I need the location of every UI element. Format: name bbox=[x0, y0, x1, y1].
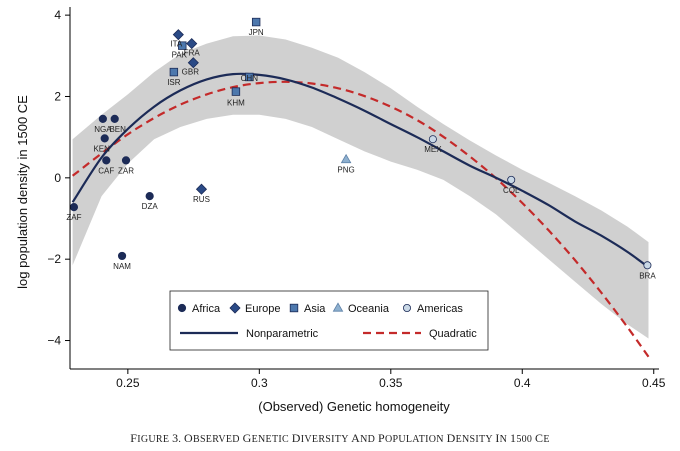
point-label-zar: ZAR bbox=[118, 166, 134, 175]
point-label-ben: BEN bbox=[109, 125, 126, 134]
point-jpn bbox=[251, 17, 261, 27]
point-label-chn: CHN bbox=[241, 74, 259, 83]
point-label-fra: FRA bbox=[184, 49, 201, 58]
point-gbr bbox=[187, 57, 199, 69]
point-label-ken: KEN bbox=[93, 144, 110, 153]
point-dza bbox=[145, 192, 154, 201]
point-label-col: COL bbox=[503, 186, 520, 195]
axes-group: 4 2 0 −2 −4 0.25 0.3 0.35 0.4 0.45 bbox=[47, 7, 666, 390]
point-pak bbox=[178, 41, 187, 50]
point-label-nam: NAM bbox=[113, 262, 131, 271]
point-ken bbox=[100, 134, 109, 143]
point-nam bbox=[117, 251, 127, 261]
x-tick-label: 0.35 bbox=[379, 376, 403, 390]
y-tick-label: 2 bbox=[54, 89, 61, 103]
legend-label-africa: Africa bbox=[192, 303, 221, 315]
point-nga bbox=[98, 114, 107, 123]
y-axis-title: log population density in 1500 CE bbox=[15, 95, 30, 289]
legend-label-quadratic: Quadratic bbox=[429, 328, 477, 340]
x-tick-label: 0.3 bbox=[251, 376, 268, 390]
caption-figure-number: FIGURE 3. bbox=[130, 431, 182, 445]
nonparametric-fit-line bbox=[71, 72, 650, 269]
x-axis-title: (Observed) Genetic homogeneity bbox=[258, 399, 450, 414]
point-label-jpn: JPN bbox=[249, 28, 264, 37]
y-tick-label: 0 bbox=[54, 171, 61, 185]
legend-label-europe: Europe bbox=[245, 303, 280, 315]
points-group bbox=[69, 17, 652, 270]
confidence-band-group bbox=[72, 35, 649, 339]
legend-marker-asia bbox=[289, 303, 299, 313]
point-label-isr: ISR bbox=[167, 78, 181, 87]
x-tick-label: 0.45 bbox=[642, 376, 666, 390]
point-col bbox=[507, 175, 516, 184]
figure-caption: FIGURE 3. OBSERVED GENETIC DIVERSITY AND… bbox=[0, 431, 680, 446]
caption-title: OBSERVED GENETIC DIVERSITY AND POPULATIO… bbox=[184, 431, 550, 445]
legend-box bbox=[169, 290, 489, 351]
x-tick-label: 0.25 bbox=[116, 376, 140, 390]
point-zaf bbox=[69, 203, 79, 212]
point-zar bbox=[121, 156, 131, 165]
legend-marker-africa bbox=[177, 303, 187, 313]
point-label-pak: PAK bbox=[172, 51, 188, 60]
confidence-band bbox=[72, 35, 649, 339]
legend-label-oceania: Oceania bbox=[348, 303, 390, 315]
y-tick-label: −2 bbox=[47, 252, 61, 266]
legend-label-nonparametric: Nonparametric bbox=[246, 328, 319, 340]
point-png bbox=[340, 153, 352, 164]
legend-marker-americas bbox=[402, 303, 411, 312]
point-label-khm: KHM bbox=[227, 99, 245, 108]
point-bra bbox=[643, 261, 652, 270]
fit-lines-group bbox=[71, 72, 650, 358]
point-label-caf: CAF bbox=[98, 166, 114, 175]
point-label-nga: NGA bbox=[94, 125, 112, 134]
point-label-rus: RUS bbox=[193, 195, 210, 204]
point-mex bbox=[428, 135, 437, 144]
point-label-png: PNG bbox=[337, 166, 354, 175]
point-caf bbox=[102, 156, 111, 165]
point-label-bra: BRA bbox=[639, 271, 656, 280]
point-fra bbox=[186, 38, 198, 50]
point-khm bbox=[231, 87, 241, 96]
y-tick-label: 4 bbox=[54, 8, 61, 22]
y-tick-label: −4 bbox=[47, 334, 61, 348]
legend-marker-europe bbox=[229, 302, 241, 314]
quadratic-fit-line bbox=[71, 80, 650, 358]
point-ben bbox=[110, 114, 119, 123]
point-chn bbox=[245, 72, 254, 82]
point-label-ita: ITA bbox=[170, 40, 183, 49]
point-ita bbox=[172, 29, 184, 41]
x-tick-label: 0.4 bbox=[514, 376, 531, 390]
point-label-mex: MEX bbox=[424, 145, 442, 154]
legend-label-americas: Americas bbox=[417, 303, 463, 315]
legend: Africa Europe Asia Oceania Americas Nonparame… bbox=[169, 290, 489, 351]
point-rus bbox=[195, 183, 208, 195]
point-isr bbox=[169, 67, 179, 77]
point-label-gbr: GBR bbox=[182, 68, 200, 77]
legend-label-asia: Asia bbox=[304, 303, 326, 315]
point-label-dza: DZA bbox=[142, 202, 159, 211]
point-label-zaf: ZAF bbox=[66, 213, 81, 222]
legend-marker-oceania bbox=[332, 302, 344, 312]
